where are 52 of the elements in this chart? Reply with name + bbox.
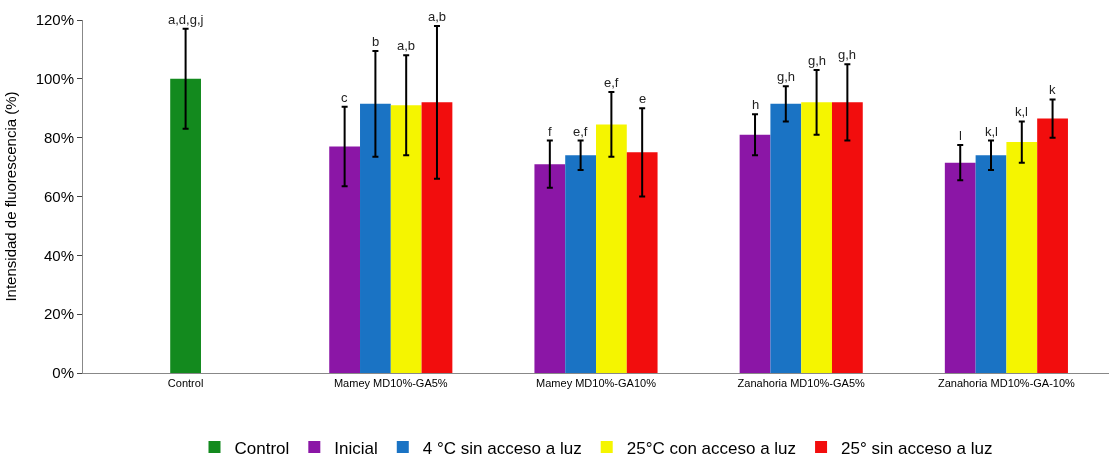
annotation: g,h bbox=[777, 69, 796, 84]
bar bbox=[421, 102, 453, 373]
x-tick-label: Mamey MD10%-GA10% bbox=[536, 377, 657, 390]
y-tick-label: 120% bbox=[35, 11, 74, 29]
annotation: h bbox=[752, 97, 760, 112]
y-tick-label: 80% bbox=[43, 128, 74, 146]
bar bbox=[626, 152, 658, 373]
annotation: g,h bbox=[808, 53, 827, 68]
bar bbox=[801, 102, 832, 373]
annotation: c bbox=[341, 90, 348, 105]
bar bbox=[170, 78, 201, 373]
bar bbox=[739, 134, 771, 373]
bar bbox=[1006, 142, 1038, 373]
y-axis-title: Intensidad de fluorescencia (%) bbox=[1, 91, 19, 302]
annotation: g,h bbox=[838, 47, 857, 62]
annotation: e bbox=[639, 91, 647, 106]
legend-label: 25° sin acceso a luz bbox=[841, 438, 993, 458]
annotation: b bbox=[372, 34, 380, 49]
annotation: a,b bbox=[428, 9, 447, 24]
legend-label: 4 °C sin acceso a luz bbox=[422, 438, 582, 458]
bar bbox=[565, 155, 596, 373]
annotation: a,b bbox=[397, 38, 416, 53]
x-tick-label: Zanahoria MD10%-GA5% bbox=[737, 377, 865, 390]
annotation: a,d,g,j bbox=[168, 12, 204, 27]
x-tick-label: Control bbox=[167, 377, 204, 390]
annotation: e,f bbox=[604, 75, 619, 90]
annotation: k,l bbox=[985, 124, 999, 139]
bar bbox=[944, 162, 976, 373]
bar bbox=[329, 146, 361, 373]
bar bbox=[596, 124, 627, 373]
legend-label: Control bbox=[234, 438, 290, 458]
y-tick-label: 40% bbox=[43, 246, 74, 264]
annotation: l bbox=[959, 128, 962, 143]
annotation: e,f bbox=[573, 124, 588, 139]
y-tick-label: 0% bbox=[52, 364, 74, 382]
bar bbox=[360, 103, 391, 373]
bar bbox=[390, 105, 422, 373]
y-tick-label: 100% bbox=[35, 70, 74, 88]
x-tick-label: Zanahoria MD10%-GA-10% bbox=[937, 377, 1076, 390]
bar bbox=[1037, 118, 1068, 373]
legend-label: 25°C con acceso a luz bbox=[626, 438, 797, 458]
bar bbox=[975, 155, 1007, 373]
bar bbox=[534, 164, 566, 373]
x-tick-label: Mamey MD10%-GA5% bbox=[333, 377, 448, 390]
bar bbox=[831, 102, 863, 373]
annotation: k bbox=[1049, 82, 1056, 97]
y-tick-label: 20% bbox=[43, 305, 74, 323]
y-tick-label: 60% bbox=[43, 187, 74, 205]
bar bbox=[770, 103, 802, 373]
legend-label: Inicial bbox=[334, 438, 378, 458]
annotation: f bbox=[548, 124, 552, 139]
annotation: k,l bbox=[1015, 104, 1029, 119]
